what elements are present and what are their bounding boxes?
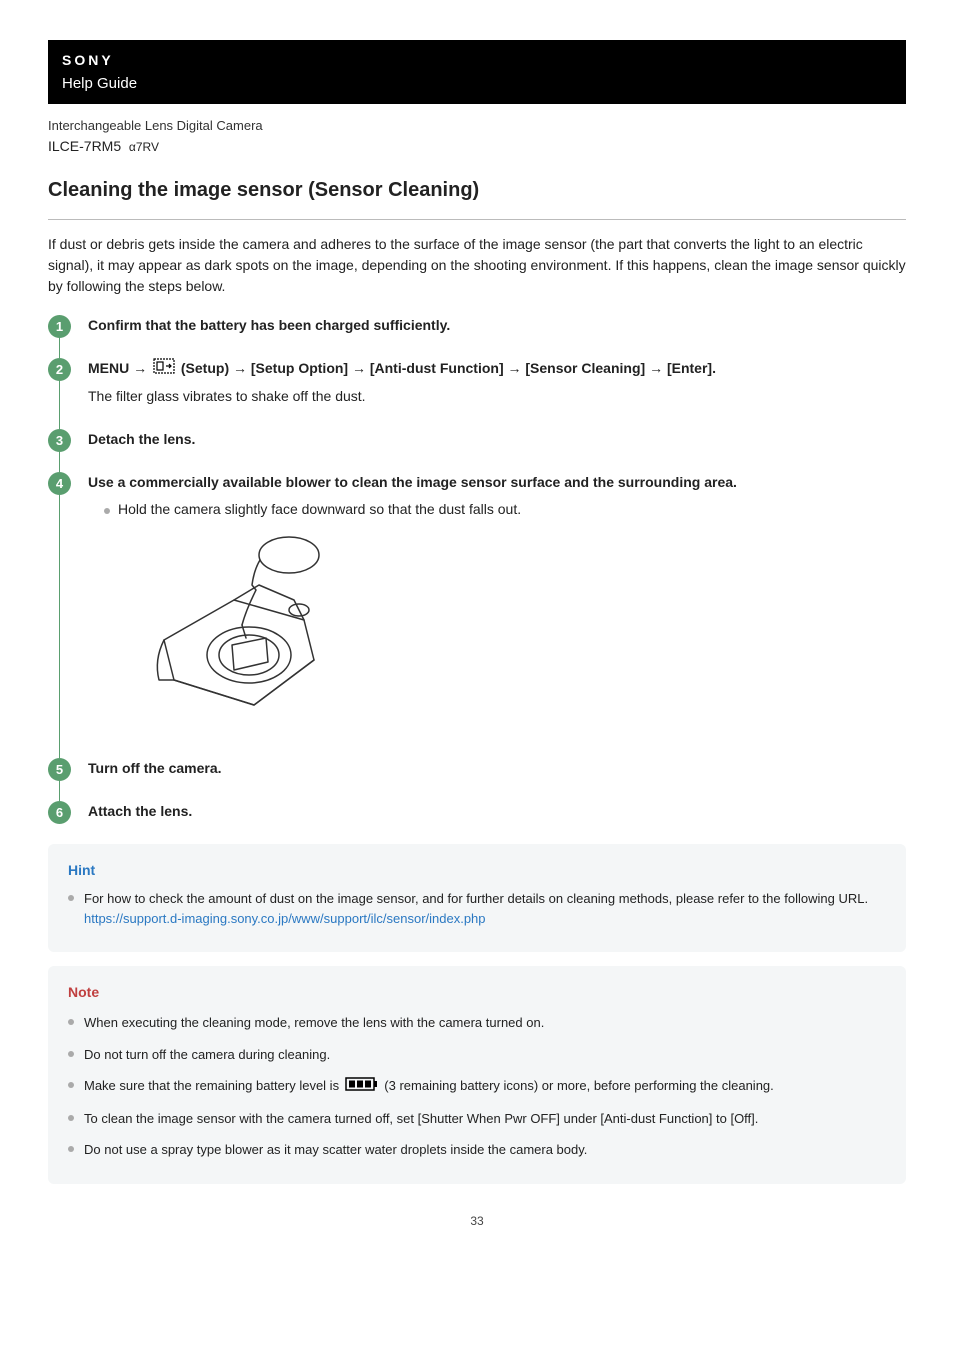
step-title: Use a commercially available blower to c… bbox=[88, 472, 906, 493]
note-item-pre: Make sure that the remaining battery lev… bbox=[84, 1078, 343, 1093]
step-badge: 1 bbox=[48, 315, 71, 338]
step-body: The filter glass vibrates to shake off t… bbox=[88, 386, 906, 407]
step-badge: 5 bbox=[48, 758, 71, 781]
product-category: Interchangeable Lens Digital Camera bbox=[48, 116, 906, 136]
step-2: 2 MENU → (Setup) → [Setup Option] → [Ant… bbox=[48, 358, 906, 407]
note-label: Note bbox=[68, 982, 886, 1003]
hint-text: For how to check the amount of dust on t… bbox=[84, 891, 868, 906]
hint-item: For how to check the amount of dust on t… bbox=[68, 889, 886, 928]
divider bbox=[48, 219, 906, 220]
help-guide-label: Help Guide bbox=[62, 73, 892, 96]
step-badge: 2 bbox=[48, 358, 71, 381]
steps-list: 1 Confirm that the battery has been char… bbox=[48, 315, 906, 822]
hint-label: Hint bbox=[68, 860, 886, 881]
step-sub-list: Hold the camera slightly face downward s… bbox=[104, 499, 906, 520]
page-number: 33 bbox=[48, 1212, 906, 1230]
note-item: When executing the cleaning mode, remove… bbox=[68, 1013, 886, 1033]
step-1: 1 Confirm that the battery has been char… bbox=[48, 315, 906, 336]
step-5: 5 Turn off the camera. bbox=[48, 758, 906, 779]
hint-list: For how to check the amount of dust on t… bbox=[68, 889, 886, 928]
step-title-prefix: MENU → bbox=[88, 360, 151, 376]
hint-box: Hint For how to check the amount of dust… bbox=[48, 844, 906, 952]
note-item: Do not use a spray type blower as it may… bbox=[68, 1140, 886, 1160]
note-item-post: (3 remaining battery icons) or more, bef… bbox=[381, 1078, 774, 1093]
page-title: Cleaning the image sensor (Sensor Cleani… bbox=[48, 175, 906, 205]
step-3: 3 Detach the lens. bbox=[48, 429, 906, 450]
step-title: Attach the lens. bbox=[88, 801, 906, 822]
note-list: When executing the cleaning mode, remove… bbox=[68, 1013, 886, 1159]
step-title: Turn off the camera. bbox=[88, 758, 906, 779]
camera-blower-illustration bbox=[104, 530, 906, 736]
setup-icon bbox=[153, 358, 175, 380]
header-bar: SONY Help Guide bbox=[48, 40, 906, 104]
step-badge: 4 bbox=[48, 472, 71, 495]
battery-icon bbox=[345, 1077, 379, 1097]
brand-logo: SONY bbox=[62, 50, 892, 71]
step-badge: 6 bbox=[48, 801, 71, 824]
note-item: Do not turn off the camera during cleani… bbox=[68, 1045, 886, 1065]
note-item: Make sure that the remaining battery lev… bbox=[68, 1076, 886, 1096]
note-box: Note When executing the cleaning mode, r… bbox=[48, 966, 906, 1183]
step-title: Detach the lens. bbox=[88, 429, 906, 450]
step-badge: 3 bbox=[48, 429, 71, 452]
model-code: ILCE-7RM5 bbox=[48, 138, 121, 154]
note-item: To clean the image sensor with the camer… bbox=[68, 1109, 886, 1129]
step-title-mid: (Setup) → [Setup Option] → [Anti-dust Fu… bbox=[177, 360, 716, 376]
step-sub-bullet: Hold the camera slightly face downward s… bbox=[104, 499, 906, 520]
product-model: ILCE-7RM5 α7RV bbox=[48, 136, 906, 157]
step-6: 6 Attach the lens. bbox=[48, 801, 906, 822]
hint-link[interactable]: https://support.d-imaging.sony.co.jp/www… bbox=[84, 911, 486, 926]
step-4: 4 Use a commercially available blower to… bbox=[48, 472, 906, 736]
model-sub: α7RV bbox=[129, 140, 159, 154]
intro-text: If dust or debris gets inside the camera… bbox=[48, 234, 906, 297]
step-title: Confirm that the battery has been charge… bbox=[88, 315, 906, 336]
step-title: MENU → (Setup) → [Setup Option] → [Anti-… bbox=[88, 358, 906, 380]
